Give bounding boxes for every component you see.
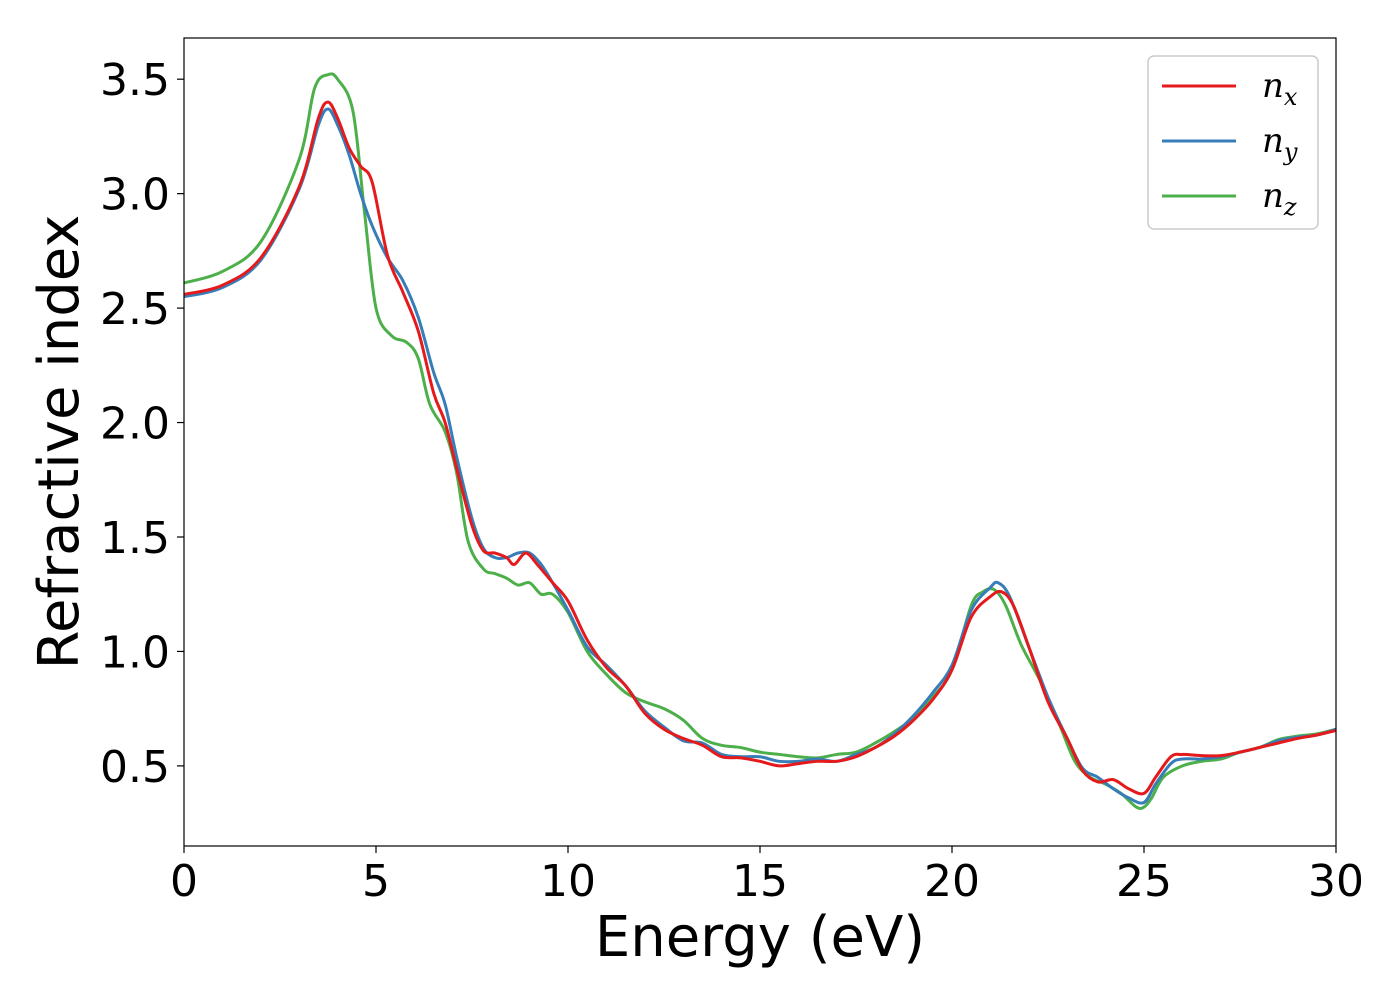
x-axis-ticks: 0 5 10 15 20 25 30	[170, 846, 1364, 907]
x-tick-label: 20	[924, 856, 980, 907]
y-tick-label: 1.0	[100, 627, 170, 678]
x-tick-label: 0	[170, 856, 198, 907]
y-tick-label: 1.5	[100, 513, 170, 564]
x-tick-label: 10	[540, 856, 596, 907]
series-lines	[184, 72, 1336, 811]
series-line-ny	[184, 107, 1336, 805]
y-axis-label: Refractive index	[27, 215, 92, 670]
legend: nx ny nz	[1147, 55, 1319, 230]
series-line-nx	[184, 100, 1336, 796]
x-axis-label: Energy (eV)	[595, 905, 925, 970]
y-tick-label: 2.0	[100, 399, 170, 450]
legend-label-nx: nx	[1262, 66, 1298, 111]
series-line-nz	[184, 72, 1336, 811]
y-tick-label: 3.5	[100, 55, 170, 106]
y-tick-label: 3.0	[100, 170, 170, 221]
y-axis-ticks: 0.5 1.0 1.5 2.0 2.5 3.0 3.5	[100, 55, 184, 793]
x-tick-label: 25	[1116, 856, 1172, 907]
y-tick-label: 2.5	[100, 284, 170, 335]
x-tick-label: 15	[732, 856, 788, 907]
x-tick-label: 5	[362, 856, 390, 907]
y-tick-label: 0.5	[100, 742, 170, 793]
legend-label-ny: ny	[1262, 121, 1298, 166]
legend-label-nz: nz	[1262, 176, 1297, 221]
plot-area	[184, 38, 1336, 846]
x-tick-label: 30	[1308, 856, 1364, 907]
